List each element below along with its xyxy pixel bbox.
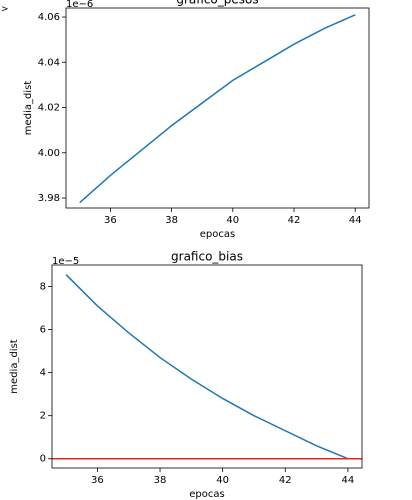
- y-tick-label: 4.04: [38, 57, 60, 68]
- prompt: >: [1, 5, 9, 15]
- offset-label: 1e−6: [66, 0, 93, 10]
- y-tick-label: 6: [40, 325, 46, 336]
- line-series: [79, 14, 356, 204]
- offset-label: 1e−5: [52, 256, 79, 267]
- y-tick-label: 4.02: [38, 103, 60, 114]
- x-tick-label: 44: [342, 475, 355, 486]
- x-tick-label: 38: [154, 475, 167, 486]
- y-tick-label: 3.98: [38, 193, 60, 204]
- y-tick-label: 4.06: [38, 12, 60, 23]
- x-tick-label: 42: [288, 215, 301, 226]
- x-axis-label: epocas: [189, 489, 224, 500]
- x-tick-label: 40: [226, 215, 239, 226]
- x-tick-label: 44: [349, 215, 362, 226]
- y-axis-label: media_dist: [9, 339, 20, 393]
- y-tick-label: 4: [40, 368, 46, 379]
- y-tick-label: 8: [40, 282, 46, 293]
- y-tick-label: 0: [40, 454, 46, 465]
- x-tick-label: 36: [104, 215, 117, 226]
- chart-title: grafico_pesos: [176, 0, 258, 7]
- axes-frame: [65, 7, 370, 209]
- x-axis-label: epocas: [200, 229, 235, 240]
- axes-frame: [51, 264, 363, 469]
- x-tick-label: 38: [165, 215, 178, 226]
- line-series: [65, 274, 349, 460]
- x-tick-label: 40: [216, 475, 229, 486]
- chart-title: grafico_bias: [171, 250, 243, 264]
- x-tick-label: 36: [91, 475, 104, 486]
- chart: grafico_pesos 1e−6 epocas media_dist 36 38 40 4…: [23, 0, 370, 240]
- y-axis-label: media_dist: [23, 81, 34, 135]
- y-tick-label: 4.00: [38, 148, 60, 159]
- x-tick-label: 42: [279, 475, 292, 486]
- y-tick-label: 2: [40, 411, 46, 422]
